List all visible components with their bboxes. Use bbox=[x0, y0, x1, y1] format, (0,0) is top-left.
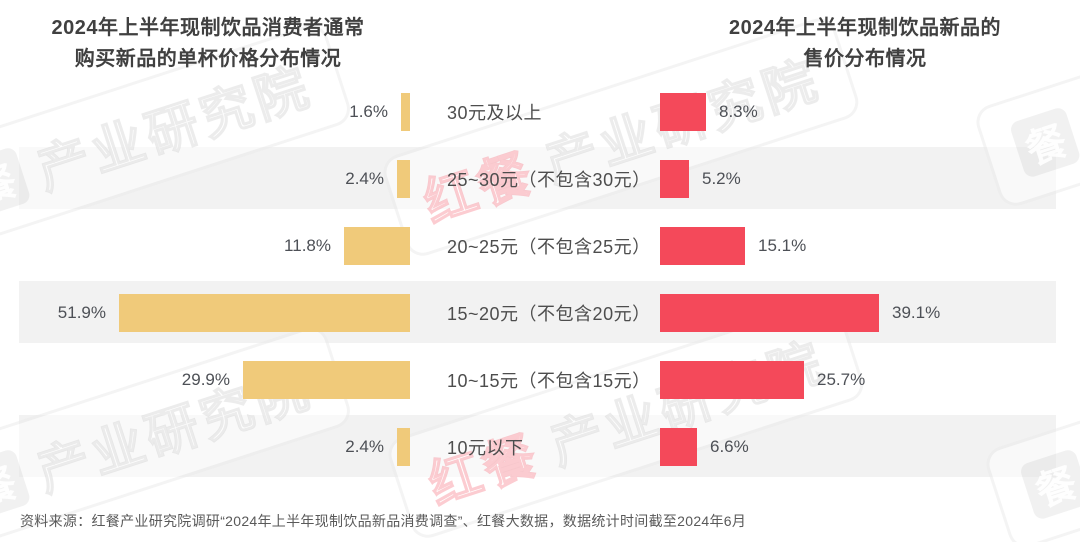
left-value-label: 29.9% bbox=[181, 369, 230, 389]
left-chart-title: 2024年上半年现制饮品消费者通常 购买新品的单杯价格分布情况 bbox=[51, 17, 365, 70]
left-bar bbox=[119, 293, 410, 332]
price-band-row: 2.4% 10元以下 6.6% bbox=[0, 413, 1080, 480]
price-band-row: 1.6% 30元及以上 8.3% bbox=[0, 78, 1080, 145]
left-series-cell: 2.4% bbox=[0, 427, 410, 466]
left-bar bbox=[397, 159, 410, 198]
left-value-label: 2.4% bbox=[345, 436, 384, 456]
right-value-label: 25.7% bbox=[817, 369, 866, 389]
right-series-cell: 6.6% bbox=[660, 427, 749, 466]
right-bar bbox=[660, 159, 689, 198]
right-series-cell: 15.1% bbox=[660, 226, 807, 265]
right-series-cell: 25.7% bbox=[660, 360, 866, 399]
price-band-row: 51.9% 15~20元（不包含20元） 39.1% bbox=[0, 279, 1080, 346]
right-value-label: 8.3% bbox=[719, 101, 758, 121]
left-series-cell: 29.9% bbox=[0, 360, 410, 399]
right-value-label: 15.1% bbox=[758, 235, 807, 255]
right-value-label: 5.2% bbox=[702, 168, 741, 188]
chart-rows: 1.6% 30元及以上 8.3% 2.4% 25~30元（不包含30元） 5.2% 11.8… bbox=[0, 78, 1080, 480]
category-label: 30元及以上 bbox=[447, 102, 543, 123]
price-band-row: 2.4% 25~30元（不包含30元） 5.2% bbox=[0, 145, 1080, 212]
category-label: 15~20元（不包含20元） bbox=[447, 303, 651, 324]
price-band-row: 11.8% 20~25元（不包含25元） 15.1% bbox=[0, 212, 1080, 279]
left-bar bbox=[344, 226, 410, 265]
price-band-row: 29.9% 10~15元（不包含15元） 25.7% bbox=[0, 346, 1080, 413]
right-bar bbox=[660, 427, 697, 466]
left-bar bbox=[401, 92, 410, 131]
right-series-cell: 8.3% bbox=[660, 92, 758, 131]
right-series-cell: 5.2% bbox=[660, 159, 741, 198]
right-bar bbox=[660, 360, 804, 399]
left-value-label: 11.8% bbox=[284, 235, 331, 255]
left-bar bbox=[397, 427, 410, 466]
left-series-cell: 1.6% bbox=[0, 92, 410, 131]
category-label: 10元以下 bbox=[447, 437, 524, 458]
right-bar bbox=[660, 293, 879, 332]
right-series-cell: 39.1% bbox=[660, 293, 941, 332]
left-series-cell: 2.4% bbox=[0, 159, 410, 198]
category-label: 10~15元（不包含15元） bbox=[447, 370, 651, 391]
left-value-label: 1.6% bbox=[349, 101, 388, 121]
right-value-label: 6.6% bbox=[710, 436, 749, 456]
left-series-cell: 51.9% bbox=[0, 293, 410, 332]
left-value-label: 51.9% bbox=[57, 302, 106, 322]
category-label: 25~30元（不包含30元） bbox=[447, 169, 651, 190]
left-bar bbox=[243, 360, 410, 399]
left-value-label: 2.4% bbox=[345, 168, 384, 188]
right-bar bbox=[660, 92, 706, 131]
source-note: 资料来源：红餐产业研究院调研“2024年上半年现制饮品新品消费调查”、红餐大数据… bbox=[20, 513, 747, 529]
left-series-cell: 11.8% bbox=[0, 226, 410, 265]
right-value-label: 39.1% bbox=[892, 302, 941, 322]
category-label: 20~25元（不包含25元） bbox=[447, 236, 651, 257]
right-chart-title: 2024年上半年现制饮品新品的 售价分布情况 bbox=[729, 17, 1001, 70]
right-bar bbox=[660, 226, 745, 265]
